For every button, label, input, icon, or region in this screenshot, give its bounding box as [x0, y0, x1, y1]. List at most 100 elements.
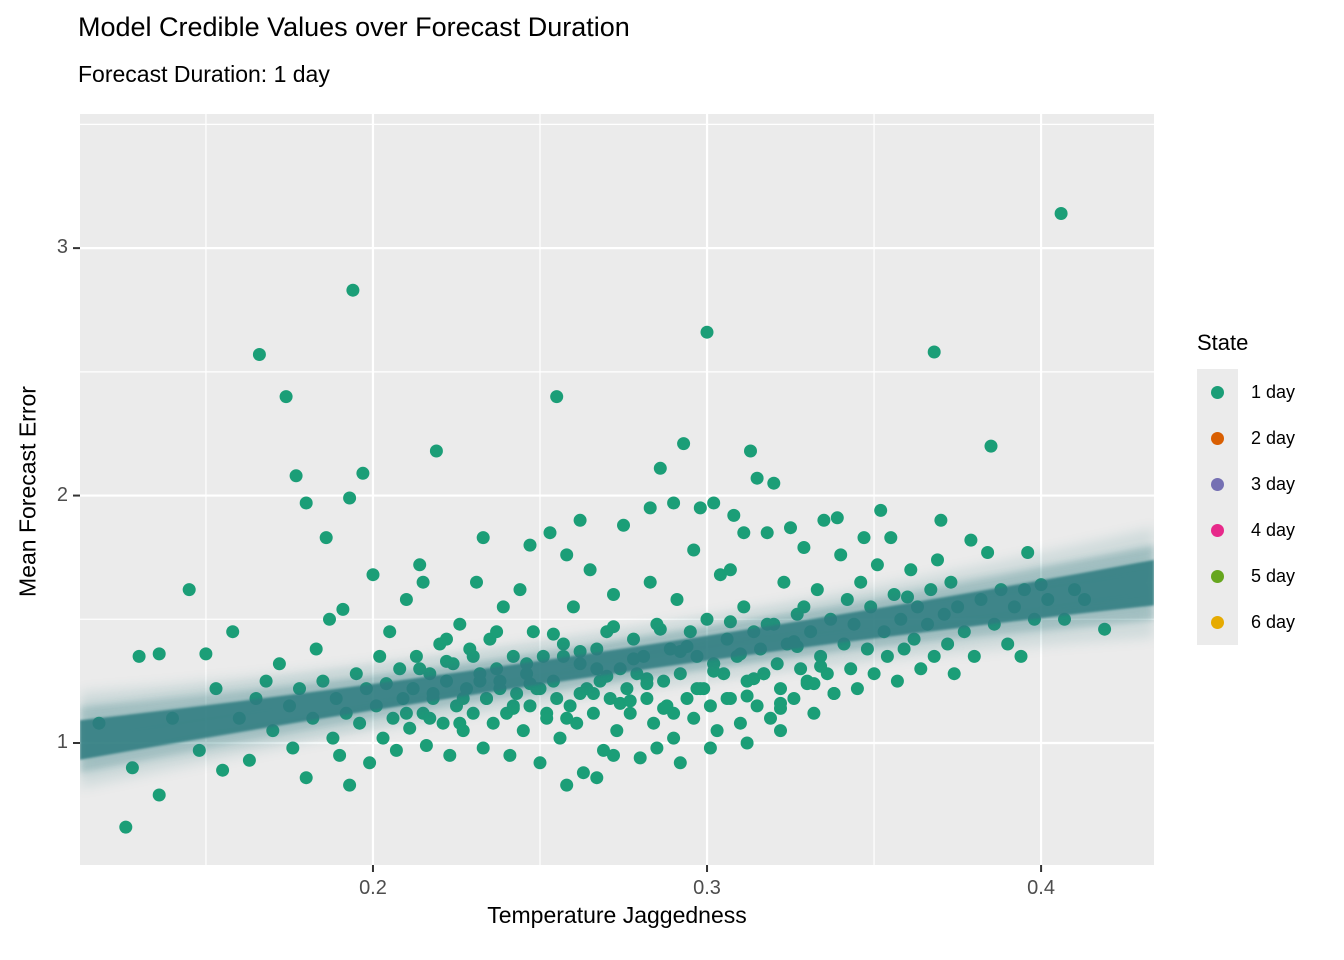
x-axis-tick-label: 0.3 — [693, 877, 721, 899]
legend-key — [1197, 507, 1238, 553]
scatter-point — [787, 692, 801, 705]
scatter-point — [720, 692, 734, 705]
axis-tick-marks — [73, 247, 1043, 872]
scatter-point — [904, 563, 918, 577]
scatter-point — [673, 756, 687, 770]
scatter-point — [653, 461, 667, 475]
scatter-point — [613, 696, 627, 710]
scatter-point — [981, 546, 995, 559]
scatter-point — [764, 711, 777, 725]
scatter-point — [737, 526, 751, 540]
scatter-point — [774, 696, 787, 710]
scatter-point — [586, 706, 600, 720]
scatter-point — [740, 736, 754, 750]
scatter-point — [934, 513, 948, 527]
scatter-point — [617, 518, 630, 532]
legend-entry-6-day: 6 day — [1197, 599, 1295, 645]
scatter-point — [844, 662, 858, 676]
scatter-point — [750, 471, 764, 485]
scatter-point — [707, 496, 721, 510]
scatter-point — [366, 568, 380, 582]
scatter-point — [777, 575, 791, 589]
scatter-point — [309, 642, 323, 656]
scatter-point — [827, 687, 841, 700]
scatter-point — [931, 553, 944, 567]
scatter-point — [640, 692, 654, 705]
scatter-point — [323, 612, 336, 626]
scatter-point — [570, 716, 584, 730]
legend-label: 2 day — [1251, 427, 1296, 448]
scatter-point — [419, 739, 433, 752]
scatter-point — [513, 583, 527, 597]
scatter-point — [299, 771, 313, 785]
scatter-point — [723, 563, 737, 577]
scatter-point — [890, 674, 904, 688]
scatter-point — [643, 575, 657, 589]
scatter-point — [1054, 207, 1068, 220]
scatter-point — [272, 657, 286, 671]
scatter-point — [703, 699, 717, 713]
scatter-point — [516, 724, 530, 738]
legend-keys: 1 day 2 day 3 day 4 day 5 day 6 day — [1197, 369, 1295, 645]
x-axis-tick-label: 0.4 — [1027, 877, 1055, 899]
scatter-point — [490, 625, 504, 639]
scatter-point — [750, 699, 764, 713]
scatter-point — [610, 724, 624, 738]
legend-key — [1197, 599, 1238, 645]
scatter-point — [540, 706, 554, 720]
y-axis-tick-label: 2 — [56, 483, 68, 506]
scatter-point — [647, 716, 661, 730]
scatter-point — [867, 667, 881, 681]
scatter-point — [546, 627, 560, 641]
legend-key — [1197, 461, 1238, 507]
scatter-point — [413, 558, 427, 572]
scatter-point — [830, 511, 844, 525]
scatter-point — [590, 771, 604, 785]
scatter-point — [182, 583, 196, 597]
legend-label: 3 day — [1251, 473, 1296, 494]
scatter-point — [343, 778, 357, 792]
scatter-point — [560, 778, 574, 792]
scatter-point — [607, 748, 620, 762]
scatter-point — [700, 325, 714, 339]
scatter-point — [870, 558, 884, 572]
scatter-point — [299, 496, 313, 510]
scatter-point — [476, 741, 490, 755]
legend-dot-icon — [1211, 431, 1224, 445]
trend-band-core — [80, 559, 1154, 760]
y-axis-title: Mean Forecast Error — [14, 386, 41, 597]
scatter-point — [807, 677, 821, 691]
scatter-point — [623, 694, 637, 708]
scatter-point — [650, 741, 664, 755]
scatter-point — [553, 731, 567, 745]
legend-dot-icon — [1211, 523, 1224, 537]
legend-key — [1197, 415, 1238, 461]
scatter-point — [767, 476, 781, 490]
scatter-point — [667, 731, 681, 745]
scatter-point — [399, 593, 413, 606]
legend-label: 1 day — [1251, 381, 1296, 402]
scatter-point — [857, 531, 871, 545]
scatter-point — [503, 748, 517, 762]
scatter-point — [874, 503, 888, 517]
scatter-point — [376, 731, 390, 745]
scatter-point — [807, 706, 821, 720]
scatter-point — [533, 756, 547, 770]
scatter-point — [713, 568, 727, 582]
chart-subtitle: Forecast Duration: 1 day — [78, 61, 330, 87]
scatter-point — [363, 756, 377, 770]
chart-title: Model Credible Values over Forecast Dura… — [78, 12, 630, 42]
scatter-point — [436, 716, 450, 730]
trend-draw-line — [80, 615, 1154, 770]
scatter-point — [252, 348, 266, 361]
scatter-point — [667, 496, 681, 510]
scatter-point — [356, 466, 370, 480]
scatter-point — [470, 575, 483, 589]
legend-dot-icon — [1211, 385, 1224, 399]
scatter-point — [319, 531, 333, 545]
scatter-point — [657, 701, 671, 715]
scatter-point — [774, 724, 787, 738]
scatter-point — [573, 513, 587, 527]
scatter-point — [576, 766, 590, 780]
